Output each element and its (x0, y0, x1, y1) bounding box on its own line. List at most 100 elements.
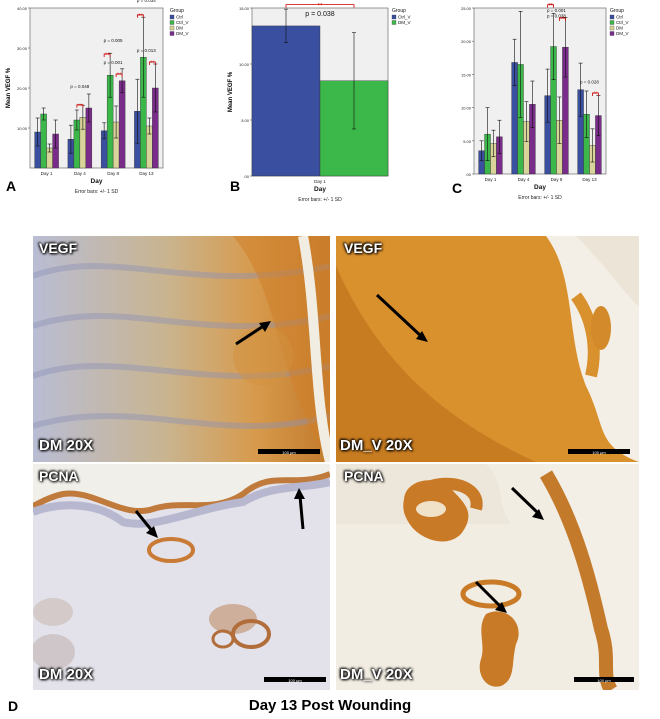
significance-bracket (559, 17, 566, 21)
legend-swatch (391, 20, 397, 25)
x-tick-label: Day 13 (139, 171, 154, 176)
x-tick-label: Day 1 (41, 171, 53, 176)
figure-caption: Day 13 Post Wounding (248, 697, 412, 714)
significance-stars: ** (78, 104, 83, 110)
legend-label: Ctrl (176, 15, 183, 20)
tissue-image-pcna-dm: 100 µm (33, 464, 330, 690)
significance-bracket (103, 53, 111, 57)
y-tick-label: 10.00 (461, 106, 472, 111)
significance-bracket (592, 92, 599, 96)
y-tick-label: 10.00 (17, 126, 28, 131)
chart-a-svg: 10.00 20.00 30.00 40.00 Mean VEGF % Day 1 Day … (6, 0, 189, 195)
tissue-image-vegf-dmv: 100 µm (336, 236, 639, 462)
y-tick-label: .00 (465, 172, 471, 177)
legend-swatch (609, 25, 615, 31)
stain-label: PCNA (344, 468, 384, 484)
magnification-label: DM 20X (39, 437, 94, 454)
micrograph-pcna-dmv: 100 µm PCNA DM_V 20X (336, 464, 639, 690)
x-axis-title: Day (534, 184, 546, 191)
y-axis-title: Mean VEGF % (228, 71, 234, 112)
y-tick-label: 5.00 (241, 118, 250, 123)
chart-panel-c: .00 5.00 10.00 15.00 20.00 25.00 Day 1 Day 4 Day… (444, 0, 660, 215)
significance-bracket (148, 61, 156, 65)
x-tick-label: Day 8 (551, 177, 563, 182)
y-tick-label: 30.00 (17, 46, 28, 51)
magnification-label: DM_V 20X (340, 437, 413, 454)
legend-swatch (609, 14, 615, 20)
x-tick-label: Day 8 (107, 171, 119, 176)
legend-label: Ctrl_V (398, 15, 411, 20)
significance-stars: ** (105, 53, 110, 59)
stain-label: VEGF (39, 240, 78, 256)
p-value-label: p = 0.001 (547, 8, 566, 13)
chart-c-svg: .00 5.00 10.00 15.00 20.00 25.00 Day 1 Day 4 Day… (461, 4, 629, 201)
legend-label: DM_V (398, 20, 411, 25)
significance-stars: ** (117, 73, 122, 79)
legend-label: DM_V (176, 31, 189, 36)
significance-stars: ** (593, 92, 598, 98)
legend-swatch (169, 14, 175, 20)
p-value-label: p = 0.034 (137, 0, 156, 3)
magnification-label: DM 20X (39, 666, 94, 683)
significance-stars: ** (548, 4, 553, 10)
p-value-label: p = 0.048 (70, 84, 89, 89)
p-value-label: p = 0.038 (547, 13, 566, 18)
legend-label: Ctrl_V (616, 20, 629, 25)
micrograph-vegf-dmv: 100 µm VEGF DM_V 20X (336, 236, 639, 462)
panel-label-b: B (230, 178, 241, 194)
chart-panel-a: 10.00 20.00 30.00 40.00 Mean VEGF % Day 1 Day … (0, 0, 222, 215)
chart-b-svg: .00 5.00 10.00 15.00 Mean VEGF % Day 1 **p = 0… (228, 4, 411, 203)
tissue-image-pcna-dmv: 100 µm (336, 464, 639, 690)
x-tick-label: Day 13 (582, 177, 597, 182)
p-value-label: p = 0.013 (137, 48, 156, 53)
panel-label-a: A (6, 178, 17, 194)
bar-ctrl_v (40, 113, 47, 169)
panel-label-d: D (8, 698, 19, 714)
significance-bracket (547, 4, 554, 8)
legend-label: DM (616, 26, 623, 31)
significance-bracket (76, 104, 84, 108)
legend-swatch (609, 31, 615, 36)
error-bars-note: Error bars: +/- 1 SD (518, 195, 562, 201)
significance-stars: ** (138, 14, 143, 20)
legend-label: DM (176, 26, 183, 31)
y-tick-label: 5.00 (463, 139, 472, 144)
magnification-label: DM_V 20X (340, 666, 413, 683)
x-axis-title: Day (91, 178, 103, 185)
y-tick-label: 20.00 (461, 39, 472, 44)
x-tick-label: Day 4 (518, 177, 530, 182)
legend-title: Group (170, 8, 184, 14)
significance-stars: ** (318, 4, 323, 10)
significance-bracket (115, 73, 123, 77)
significance-bracket (285, 4, 355, 8)
x-axis-title: Day (314, 186, 326, 193)
panel-label-c: C (452, 180, 463, 196)
significance-stars: ** (150, 61, 155, 67)
legend-label: Ctrl (616, 15, 623, 20)
scale-bar-label: 100 µm (288, 678, 302, 683)
tissue-image-vegf-dm: 100 µm (33, 236, 330, 462)
y-tick-label: 25.00 (461, 6, 472, 11)
y-tick-label: 20.00 (17, 86, 28, 91)
significance-stars: ** (560, 17, 565, 23)
p-value-label: p = 0.001 (104, 60, 123, 65)
y-axis-title: Mean VEGF % (6, 67, 12, 108)
legend-swatch (169, 25, 175, 31)
significance-bracket (136, 14, 144, 18)
legend-title: Group (610, 8, 624, 14)
error-bars-note: Error bars: +/- 1 SD (75, 189, 119, 195)
p-value-label: p = 0.038 (305, 11, 334, 18)
legend-label: DM_V (616, 31, 629, 36)
y-tick-label: 40.00 (17, 6, 28, 11)
micrograph-pcna-dm: 100 µm PCNA DM 20X (33, 464, 330, 690)
legend-swatch (169, 31, 175, 36)
bar-ctrl_v (251, 25, 321, 177)
x-tick-label: Day 1 (485, 177, 497, 182)
y-tick-label: 15.00 (461, 72, 472, 77)
legend-label: Ctrl_V (176, 20, 189, 25)
y-tick-label: 15.00 (239, 6, 250, 11)
scale-bar-label: 100 µm (592, 450, 606, 455)
scale-bar-label: 100 µm (282, 450, 296, 455)
x-tick-label: Day 1 (314, 179, 326, 184)
y-tick-label: .00 (243, 174, 249, 179)
